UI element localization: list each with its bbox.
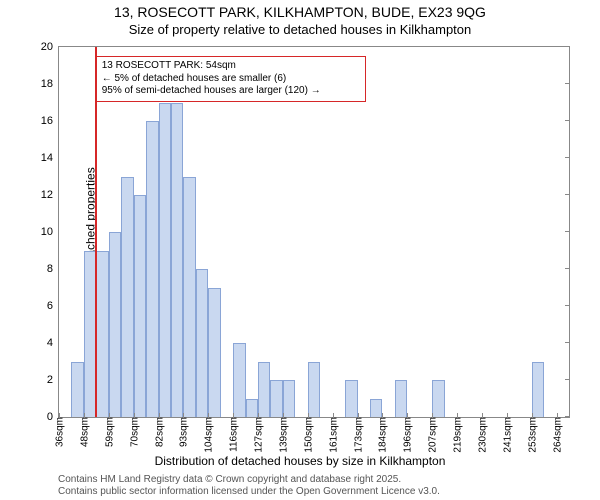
y-tick-label: 20: [41, 41, 59, 53]
y-tick-label: 4: [47, 337, 59, 349]
x-tick-label: 230sqm: [475, 417, 488, 453]
chart-container: 13, ROSECOTT PARK, KILKHAMPTON, BUDE, EX…: [0, 0, 600, 500]
x-tick-mark: [457, 413, 458, 418]
x-tick-label: 161sqm: [326, 417, 339, 453]
callout-box: 13 ROSECOTT PARK: 54sqm ← 5% of detached…: [96, 56, 366, 102]
x-axis-label: Distribution of detached houses by size …: [0, 454, 600, 468]
histogram-bar: [121, 177, 133, 418]
histogram-bar: [395, 380, 407, 417]
histogram-bar: [308, 362, 320, 418]
y-tick-mark: [565, 268, 570, 269]
x-tick-mark: [283, 413, 284, 418]
histogram-bar: [196, 269, 208, 417]
x-tick-mark: [432, 413, 433, 418]
histogram-bar: [183, 177, 195, 418]
x-tick-label: 241sqm: [500, 417, 513, 453]
y-tick-label: 12: [41, 189, 59, 201]
histogram-bar: [532, 362, 544, 418]
x-tick-mark: [59, 413, 60, 418]
y-tick-mark: [565, 46, 570, 47]
histogram-bar: [283, 380, 295, 417]
y-tick-mark: [565, 379, 570, 380]
x-tick-mark: [557, 413, 558, 418]
histogram-bar: [208, 288, 220, 418]
x-tick-label: 82sqm: [152, 417, 165, 447]
x-tick-label: 116sqm: [227, 417, 240, 452]
histogram-bar: [96, 251, 108, 418]
callout-line-1: 13 ROSECOTT PARK: 54sqm: [102, 60, 360, 73]
y-tick-label: 18: [41, 78, 59, 90]
x-tick-mark: [507, 413, 508, 418]
x-tick-mark: [308, 413, 309, 418]
x-tick-label: 36sqm: [53, 417, 66, 447]
title-block: 13, ROSECOTT PARK, KILKHAMPTON, BUDE, EX…: [0, 4, 600, 37]
y-tick-mark: [565, 120, 570, 121]
chart-title: 13, ROSECOTT PARK, KILKHAMPTON, BUDE, EX…: [0, 4, 600, 20]
footer: Contains HM Land Registry data © Crown c…: [58, 474, 440, 498]
histogram-bar: [246, 399, 258, 418]
x-tick-label: 219sqm: [451, 417, 464, 453]
y-tick-mark: [565, 157, 570, 158]
x-tick-label: 150sqm: [301, 417, 314, 453]
x-tick-label: 253sqm: [525, 417, 538, 453]
x-tick-mark: [183, 413, 184, 418]
y-tick-label: 16: [41, 115, 59, 127]
x-tick-mark: [109, 413, 110, 418]
y-tick-mark: [565, 305, 570, 306]
plot-area: 0246810121416182036sqm48sqm59sqm70sqm82s…: [58, 46, 570, 418]
histogram-bar: [109, 232, 121, 417]
x-tick-mark: [382, 413, 383, 418]
histogram-bar: [171, 103, 183, 418]
histogram-bar: [159, 103, 171, 418]
x-tick-label: 196sqm: [401, 417, 414, 453]
x-tick-mark: [84, 413, 85, 418]
x-tick-mark: [358, 413, 359, 418]
y-tick-label: 6: [47, 300, 59, 312]
x-tick-mark: [258, 413, 259, 418]
x-tick-mark: [134, 413, 135, 418]
y-tick-label: 14: [41, 152, 59, 164]
histogram-bar: [432, 380, 444, 417]
x-tick-label: 264sqm: [550, 417, 563, 453]
y-tick-mark: [565, 416, 570, 417]
histogram-bar: [233, 343, 245, 417]
y-tick-label: 2: [47, 374, 59, 386]
x-tick-mark: [407, 413, 408, 418]
histogram-bar: [71, 362, 83, 418]
x-tick-label: 59sqm: [102, 417, 115, 447]
footer-line-1: Contains HM Land Registry data © Crown c…: [58, 474, 440, 486]
histogram-bar: [345, 380, 357, 417]
callout-line-3: 95% of semi-detached houses are larger (…: [102, 85, 360, 98]
x-tick-label: 93sqm: [177, 417, 190, 447]
histogram-bar: [146, 121, 158, 417]
y-tick-mark: [565, 83, 570, 84]
x-tick-mark: [532, 413, 533, 418]
x-tick-mark: [333, 413, 334, 418]
x-tick-label: 104sqm: [202, 417, 215, 453]
x-tick-mark: [208, 413, 209, 418]
x-tick-label: 70sqm: [127, 417, 140, 447]
reference-line: [95, 47, 97, 417]
histogram-bar: [134, 195, 146, 417]
x-tick-label: 48sqm: [77, 417, 90, 447]
x-tick-mark: [233, 413, 234, 418]
y-tick-mark: [565, 342, 570, 343]
x-tick-label: 207sqm: [426, 417, 439, 453]
footer-line-2: Contains public sector information licen…: [58, 486, 440, 498]
histogram-bar: [370, 399, 382, 418]
callout-line-2: ← 5% of detached houses are smaller (6): [102, 73, 360, 86]
y-tick-mark: [565, 231, 570, 232]
histogram-bar: [270, 380, 282, 417]
x-tick-label: 184sqm: [376, 417, 389, 453]
chart-subtitle: Size of property relative to detached ho…: [0, 22, 600, 37]
x-tick-label: 127sqm: [252, 417, 265, 453]
x-tick-mark: [159, 413, 160, 418]
x-tick-label: 173sqm: [351, 417, 364, 453]
histogram-bar: [258, 362, 270, 418]
y-tick-label: 10: [41, 226, 59, 238]
x-tick-mark: [482, 413, 483, 418]
y-tick-mark: [565, 194, 570, 195]
x-tick-label: 139sqm: [276, 417, 289, 453]
y-tick-label: 8: [47, 263, 59, 275]
